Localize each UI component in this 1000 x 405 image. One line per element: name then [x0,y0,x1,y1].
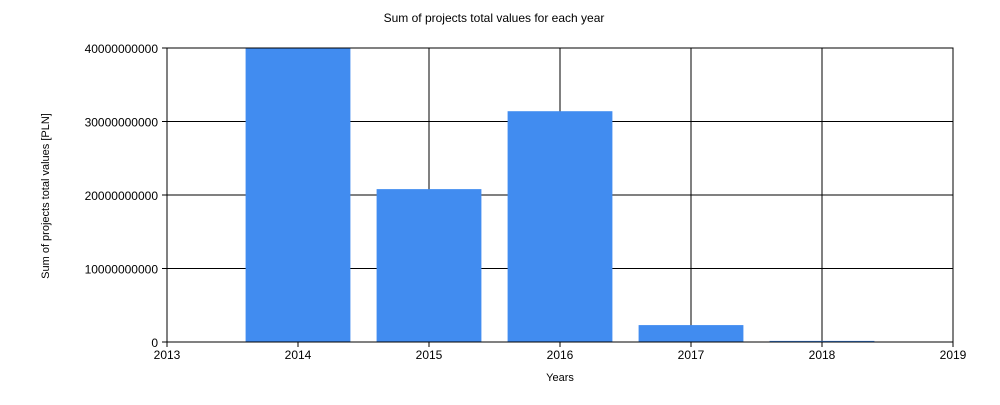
x-tick-label: 2018 [809,348,836,362]
y-tick-label: 20000000000 [85,189,159,203]
x-tick-labels: 2013 2014 2015 2016 2017 2018 2019 [154,348,967,362]
x-tick-label: 2015 [416,348,443,362]
x-tick-label: 2014 [285,348,312,362]
y-tick-labels: 0 10000000000 20000000000 30000000000 400000… [85,42,159,350]
bar-2018 [769,340,875,342]
bar-2016 [507,111,613,343]
plot-area-border [166,47,954,343]
y-tick-label: 30000000000 [85,116,159,130]
chart-title: Sum of projects total values for each ye… [384,11,605,25]
y-tick-label: 10000000000 [85,263,159,277]
x-tick-label: 2016 [547,348,574,362]
y-axis-label: Sum of projects total values [PLN] [40,113,52,279]
x-axis-label: Years [546,372,574,384]
bars [245,48,875,343]
y-tick-label: 0 [151,336,158,350]
x-tick-label: 2017 [678,348,705,362]
bar-2014 [245,48,351,342]
bar-2015 [376,189,482,342]
x-tick-label: 2013 [154,348,181,362]
axes [162,47,954,347]
bar-2017 [638,325,744,342]
x-tick-label: 2019 [940,348,967,362]
y-tick-label: 40000000000 [85,42,159,56]
